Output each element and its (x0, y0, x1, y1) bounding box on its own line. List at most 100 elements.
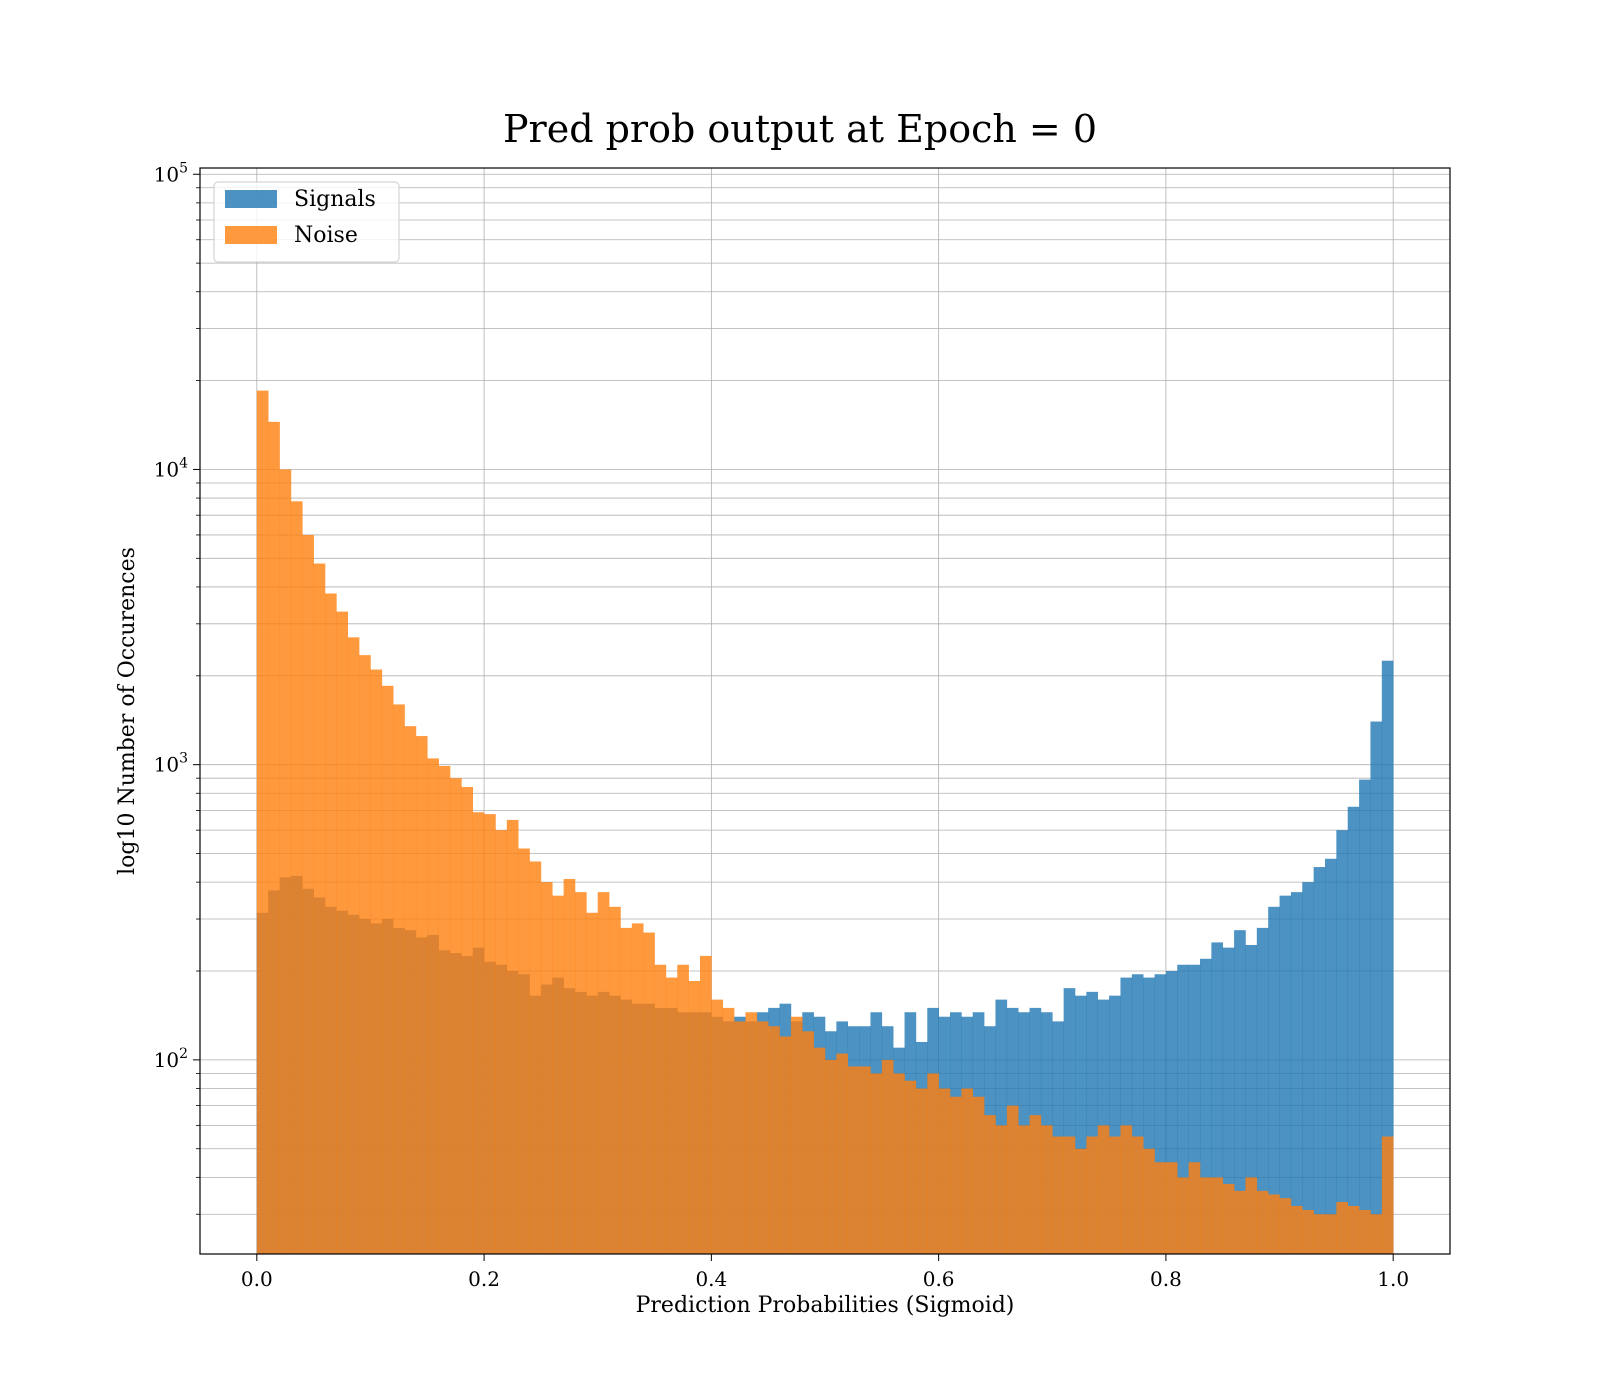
histogram-bar (1097, 1125, 1110, 1254)
histogram-bar (813, 1047, 826, 1254)
histogram-bar (1325, 858, 1337, 1254)
histogram-bar (1245, 944, 1258, 1254)
histogram-bar (915, 1088, 928, 1254)
histogram-bar (1370, 1214, 1383, 1254)
histogram-bar (563, 878, 576, 1254)
histogram-bar (427, 758, 439, 1254)
histogram-bar (1120, 977, 1133, 1254)
y-axis: 102 103 104 105 (154, 160, 200, 1215)
histogram-bar (1086, 1136, 1099, 1254)
histogram-bar (347, 637, 360, 1254)
histogram-bar (1268, 906, 1280, 1254)
histogram-bar (1086, 991, 1099, 1254)
histogram-bar (393, 704, 405, 1254)
histogram-bar (1279, 1198, 1292, 1254)
histogram-bar (1143, 1148, 1155, 1254)
histogram-bar (290, 501, 303, 1254)
x-axis-label: Prediction Probabilities (Sigmoid) (636, 1293, 1015, 1318)
histogram-bar (643, 932, 655, 1254)
histogram-bar (1131, 974, 1144, 1254)
histogram-bar (1347, 1205, 1360, 1254)
histogram-bar (370, 669, 383, 1254)
histogram-bar (1347, 806, 1360, 1254)
x-tick-label: 0.8 (1150, 1267, 1182, 1291)
histogram-bar (484, 814, 496, 1254)
histogram-bar (1075, 995, 1087, 1254)
legend-label: Signals (294, 187, 376, 212)
histogram-bar (1279, 895, 1292, 1254)
histogram-bar (1165, 1162, 1178, 1254)
histogram-bar (1063, 1136, 1076, 1254)
histogram-bar (1063, 988, 1076, 1254)
histogram-bar (1268, 1194, 1280, 1254)
legend-swatch (225, 190, 277, 208)
histogram-bar (1029, 1115, 1042, 1254)
histogram-bar (893, 1073, 905, 1254)
histogram-bar (1006, 1105, 1019, 1254)
histogram-bar (472, 812, 485, 1254)
histogram-bar (631, 923, 644, 1254)
histogram-bar (597, 892, 610, 1254)
histogram-bar (1245, 1177, 1258, 1254)
histogram-bar (995, 1125, 1008, 1254)
histogram-bar (1359, 1210, 1371, 1254)
histogram-bar (722, 1007, 735, 1254)
chart-title: Pred prob output at Epoch = 0 (503, 107, 1097, 151)
histogram-bar (836, 1053, 849, 1254)
histogram-bar (745, 1012, 758, 1254)
legend-swatch (225, 226, 277, 244)
histogram-bar (438, 765, 451, 1254)
histogram-bar (1290, 892, 1303, 1254)
histogram-bar (1211, 942, 1224, 1254)
histogram-bar (1177, 964, 1189, 1254)
histogram-bar (1313, 867, 1326, 1254)
histogram-bar (1052, 1136, 1064, 1254)
legend: Signals Noise (213, 181, 400, 263)
x-axis: 0.0 0.2 0.4 0.6 0.8 1.0 (241, 1254, 1409, 1291)
histogram-bar (961, 1088, 974, 1254)
histogram-bar (450, 778, 462, 1254)
histogram-bar (279, 469, 292, 1254)
histogram-bar (972, 1096, 985, 1254)
histogram-bar (802, 1031, 814, 1254)
histogram-bar (665, 977, 678, 1254)
histogram-bar (1336, 830, 1349, 1254)
y-tick-label: 104 (154, 455, 188, 481)
histogram-bar (381, 685, 394, 1254)
histogram-bar (1325, 1214, 1337, 1254)
histogram-bar (790, 1016, 803, 1254)
histogram-bar (1188, 964, 1201, 1254)
histogram-bar (1302, 1210, 1314, 1254)
histogram-bar (336, 611, 349, 1254)
histogram-bar (1222, 947, 1235, 1254)
histogram-bar (677, 964, 689, 1254)
x-tick-label: 1.0 (1377, 1267, 1409, 1291)
histogram-bar (586, 912, 599, 1254)
histogram-bar (688, 981, 701, 1254)
histogram-bar (904, 1080, 917, 1254)
histogram-bar (313, 563, 326, 1254)
histogram-bar (540, 882, 553, 1254)
histogram-bar (768, 1026, 780, 1254)
histogram-bar (825, 1059, 837, 1254)
histogram-bar (847, 1066, 860, 1254)
histogram-bar (1290, 1205, 1303, 1254)
x-tick-label: 0.6 (923, 1267, 955, 1291)
histogram-bar (756, 1021, 769, 1254)
histogram-bar (700, 955, 712, 1254)
histogram-bar (938, 1088, 951, 1254)
histogram-bar (870, 1073, 883, 1254)
histogram-bar (711, 999, 724, 1254)
histogram-bar (1302, 882, 1314, 1254)
histogram-bar (1040, 1125, 1053, 1254)
histogram-bar (1165, 971, 1178, 1254)
x-tick-label: 0.2 (468, 1267, 500, 1291)
x-tick-label: 0.0 (241, 1267, 273, 1291)
histogram-bar (1256, 927, 1269, 1254)
histogram-bar (1256, 1190, 1269, 1254)
y-tick-label: 103 (154, 751, 188, 777)
histogram-bar (1154, 1162, 1167, 1254)
histogram-bar (927, 1073, 939, 1254)
histogram-bar (1359, 779, 1371, 1254)
histogram-bar (1234, 1190, 1246, 1254)
